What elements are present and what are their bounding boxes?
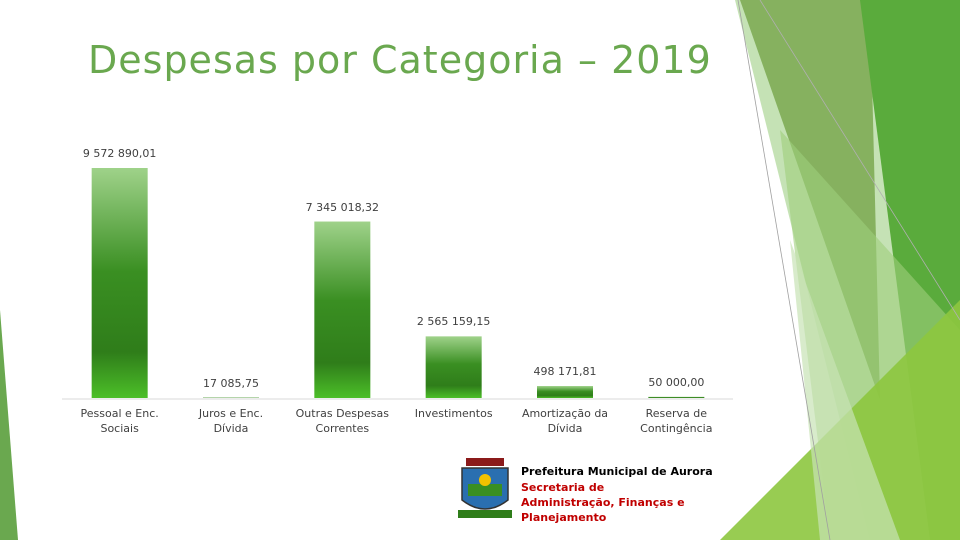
x-tick-label: Amortização da Dívida xyxy=(521,407,609,435)
bar xyxy=(425,336,482,398)
logo xyxy=(458,458,512,518)
x-tick-label: Pessoal e Enc. Sociais xyxy=(80,407,159,435)
value-label: 7 345 018,32 xyxy=(305,200,380,214)
value-label: 50 000,00 xyxy=(648,375,705,389)
x-tick-label: Reserva de Contingência xyxy=(640,407,713,435)
value-label: 17 085,75 xyxy=(203,376,259,390)
bar xyxy=(537,386,593,398)
department: Secretaria de Administração, Finanças e … xyxy=(521,481,685,524)
x-tick-label: Outras Despesas Correntes xyxy=(295,407,389,435)
chart-title: Despesas por Categoria – 2019 xyxy=(88,38,712,82)
value-label: 498 171,81 xyxy=(533,365,597,379)
bar xyxy=(648,396,705,398)
value-label: 9 572 890,01 xyxy=(82,147,157,160)
x-tick-label: Investimentos xyxy=(414,407,493,420)
bar xyxy=(91,168,148,398)
organization: Prefeitura Municipal de Aurora xyxy=(521,465,713,478)
bar xyxy=(314,221,371,398)
value-label: 2 565 159,15 xyxy=(416,315,491,329)
x-tick-label: Juros e Enc. Dívida xyxy=(198,407,264,435)
